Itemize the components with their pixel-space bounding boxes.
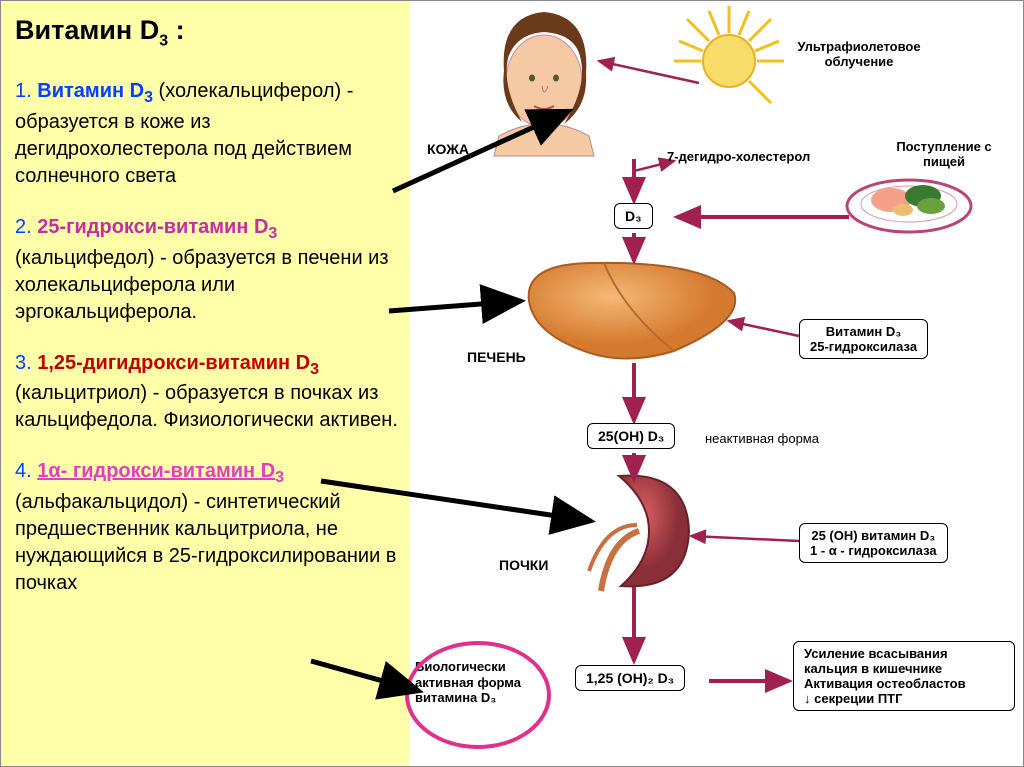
label-kidney: ПОЧКИ: [499, 557, 548, 573]
para-4: 4. 1α- гидрокси-витамин D3 (альфакальцид…: [15, 458, 399, 597]
p1-alt: (холекальциферол): [153, 80, 341, 102]
title-sub: 3: [159, 32, 168, 49]
label-uv: Ультрафиолетовое облучение: [779, 39, 939, 69]
diagram-area: КОЖА Ультрафиолетовое облучение 7-дегидр…: [409, 1, 1024, 766]
sun-icon: [674, 6, 784, 103]
p3-alt: (кальцитриол): [15, 382, 147, 404]
box-effects: Усиление всасывания кальция в кишечнике …: [793, 641, 1015, 711]
box-25hydroxylase: Витамин D₃ 25-гидроксилаза: [799, 319, 928, 359]
p1-term: Витамин D3: [37, 80, 153, 102]
para-3: 3. 1,25-дигидрокси-витамин D3 (кальцитри…: [15, 350, 399, 435]
title-colon: :: [168, 15, 185, 45]
p2-num: 2.: [15, 216, 37, 238]
para-2: 2. 25-гидрокси-витамин D3 (кальцифедол) …: [15, 214, 399, 326]
label-food: Поступление с пищей: [879, 139, 1009, 169]
p2-term: 25-гидрокси-витамин D3: [37, 216, 277, 238]
p4-alt: (альфакальцидол): [15, 491, 188, 513]
text-panel: Витамин D3 : 1. Витамин D3 (холекальцифе…: [1, 1, 409, 766]
label-skin: КОЖА: [427, 141, 469, 157]
title-text: Витамин D: [15, 15, 159, 45]
box-125ohd3: 1,25 (OH)₂ D₃: [575, 665, 685, 691]
liver-icon: [529, 263, 736, 359]
box-1a-hydroxylase: 25 (OH) витамин D₃ 1 - α - гидроксилаза: [799, 523, 948, 563]
box-25ohd3: 25(OH) D₃: [587, 423, 675, 449]
p3-term: 1,25-дигидрокси-витамин D3: [37, 352, 319, 374]
p3-num: 3.: [15, 352, 37, 374]
label-7dhc: 7-дегидро-холестерол: [667, 149, 810, 164]
para-1: 1. Витамин D3 (холекальциферол) - образу…: [15, 78, 399, 190]
highlight-ring: [405, 641, 551, 749]
p4-term: 1α- гидрокси-витамин D3: [37, 460, 284, 482]
page-title: Витамин D3 :: [15, 15, 399, 50]
food-plate-icon: [847, 180, 971, 232]
p2-alt: (кальцифедол): [15, 247, 155, 269]
p1-num: 1.: [15, 80, 37, 102]
kidney-icon: [589, 476, 689, 591]
box-d3: D₃: [614, 203, 653, 229]
label-inactive: неактивная форма: [705, 431, 819, 446]
label-liver: ПЕЧЕНЬ: [467, 349, 526, 365]
p4-num: 4.: [15, 460, 37, 482]
head-icon: [494, 12, 594, 156]
